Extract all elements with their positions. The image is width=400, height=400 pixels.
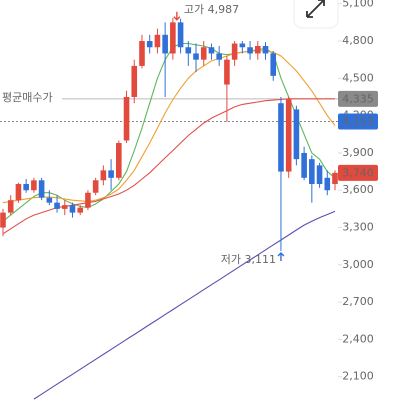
- candle-body: [15, 184, 22, 201]
- candle-body: [0, 212, 6, 228]
- y-tick-label: 2,700: [342, 295, 374, 308]
- candle-body: [38, 180, 45, 198]
- price-badge-label: 4,153: [342, 115, 374, 128]
- candle-body: [54, 202, 60, 209]
- candle-body: [309, 159, 315, 185]
- candle-body: [193, 53, 199, 60]
- candle-body: [31, 180, 37, 191]
- moving-average: [2, 98, 335, 235]
- y-tick-label: 3,900: [342, 146, 374, 159]
- high-arrow: [173, 11, 181, 21]
- candle-body: [69, 205, 76, 213]
- candle-body: [247, 47, 253, 54]
- low-annotation: 저가 3,111: [221, 253, 276, 266]
- price-badge-label: 4,335: [342, 92, 374, 105]
- candle-body: [262, 46, 269, 54]
- candle-body: [154, 34, 161, 48]
- candle-body: [7, 200, 14, 213]
- plot: 5,1004,8004,5004,2003,9003,6003,3003,000…: [0, 0, 378, 400]
- candle-body: [131, 65, 138, 97]
- price-badge: [338, 113, 378, 130]
- candle-body: [216, 53, 222, 60]
- candle-body: [270, 53, 277, 76]
- candle-body: [177, 22, 184, 48]
- high-annotation: 고가 4,987: [184, 3, 239, 16]
- candle-body: [254, 46, 261, 54]
- candle-body: [278, 103, 284, 172]
- candle-body: [116, 142, 122, 178]
- price-badge: [338, 90, 378, 107]
- candle-body: [200, 47, 207, 60]
- candle-body: [301, 152, 307, 178]
- candle-body: [61, 205, 68, 209]
- y-tick-label: 3,600: [342, 183, 374, 196]
- candle-body: [185, 47, 192, 54]
- candle-body: [139, 41, 145, 66]
- low-arrow: [277, 252, 285, 262]
- candle-body: [46, 197, 53, 203]
- price-badge: [338, 164, 378, 181]
- candle-body: [100, 170, 107, 181]
- price-badge-label: 3,740: [342, 166, 374, 179]
- candle-body: [108, 170, 114, 178]
- candle-body: [92, 180, 99, 193]
- y-tick-label: 3,000: [342, 258, 374, 271]
- candle-body: [239, 43, 246, 48]
- moving-average: [2, 50, 336, 204]
- average-price-label: 평균매수가: [2, 91, 53, 104]
- candle-body: [224, 59, 230, 85]
- candle-body: [85, 192, 91, 208]
- y-tick-label: 3,300: [342, 221, 374, 234]
- candle-body: [293, 109, 300, 160]
- y-tick-label: 4,800: [342, 34, 374, 47]
- moving-average: [2, 42, 336, 222]
- candle-body: [316, 165, 323, 185]
- candle-body: [77, 207, 84, 213]
- y-tick-label: 2,100: [342, 370, 374, 383]
- candle-body: [324, 177, 331, 191]
- candle-body: [162, 34, 168, 54]
- y-tick-label: 5,100: [342, 0, 374, 10]
- candle-body: [123, 96, 130, 141]
- candle-body: [208, 47, 215, 54]
- candle-body: [332, 172, 338, 185]
- candle-body: [23, 184, 29, 191]
- y-tick-label: 2,400: [342, 332, 374, 345]
- expand-button[interactable]: [293, 0, 339, 29]
- moving-average: [33, 210, 336, 400]
- candle-body: [146, 41, 153, 48]
- candle-body: [170, 22, 176, 54]
- candle-body: [231, 43, 238, 60]
- y-tick-label: 4,500: [342, 71, 374, 84]
- candle-body: [285, 99, 292, 172]
